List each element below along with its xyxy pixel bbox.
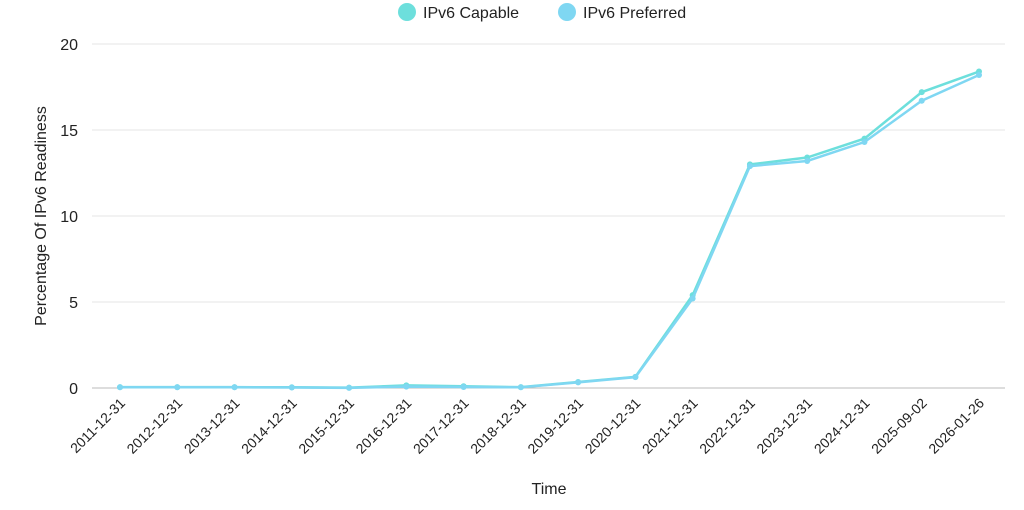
data-point[interactable] <box>231 384 238 391</box>
x-tick-label: 2022-12-31 <box>696 395 758 457</box>
series-lines <box>117 68 982 391</box>
legend-marker-icon <box>398 3 416 21</box>
x-axis-ticks: 2011-12-312012-12-312013-12-312014-12-31… <box>67 395 987 457</box>
data-point[interactable] <box>689 295 696 302</box>
y-tick-label: 5 <box>69 295 78 312</box>
x-tick-label: 2011-12-31 <box>67 395 128 456</box>
data-point[interactable] <box>517 384 524 391</box>
y-tick-label: 10 <box>60 209 78 226</box>
legend: IPv6 Capable IPv6 Preferred <box>398 3 686 22</box>
x-tick-label: 2026-01-26 <box>925 395 987 457</box>
x-tick-label: 2020-12-31 <box>582 395 644 457</box>
x-tick-label: 2015-12-31 <box>295 395 357 457</box>
y-axis-ticks: 0 5 10 15 20 <box>60 37 78 398</box>
y-tick-label: 20 <box>60 37 78 54</box>
series-ipv6-capable <box>117 68 982 391</box>
x-tick-label: 2018-12-31 <box>467 395 529 457</box>
x-tick-label: 2023-12-31 <box>753 395 815 457</box>
data-point[interactable] <box>918 89 925 96</box>
series-line <box>120 73 980 390</box>
data-point[interactable] <box>346 384 353 391</box>
data-point[interactable] <box>174 384 181 391</box>
x-tick-label: 2012-12-31 <box>123 395 185 457</box>
legend-label: IPv6 Preferred <box>583 5 686 22</box>
data-point[interactable] <box>746 163 753 170</box>
series-line <box>120 70 980 389</box>
grid <box>92 43 1005 389</box>
data-point[interactable] <box>976 71 982 78</box>
legend-label: IPv6 Capable <box>423 5 519 22</box>
x-tick-label: 2024-12-31 <box>811 395 873 457</box>
x-axis-label: Time <box>532 481 567 498</box>
x-tick-label: 2019-12-31 <box>524 395 586 457</box>
x-tick-label: 2016-12-31 <box>352 395 414 457</box>
legend-marker-icon <box>558 3 576 21</box>
data-point[interactable] <box>918 97 925 104</box>
legend-item[interactable]: IPv6 Capable <box>398 3 519 22</box>
data-point[interactable] <box>288 384 295 391</box>
y-tick-label: 0 <box>69 381 78 398</box>
series-ipv6-preferred <box>117 71 982 391</box>
data-point[interactable] <box>575 379 582 386</box>
data-point[interactable] <box>117 384 123 391</box>
x-tick-label: 2021-12-31 <box>639 395 701 457</box>
x-tick-label: 2014-12-31 <box>238 395 300 457</box>
data-point[interactable] <box>403 383 410 390</box>
data-point[interactable] <box>460 383 467 390</box>
x-tick-label: 2025-09-02 <box>868 395 930 457</box>
y-axis-label: Percentage Of IPv6 Readiness <box>33 106 50 326</box>
legend-item[interactable]: IPv6 Preferred <box>558 3 686 22</box>
data-point[interactable] <box>632 374 639 381</box>
y-tick-label: 15 <box>60 123 78 140</box>
x-tick-label: 2013-12-31 <box>181 395 243 457</box>
data-point[interactable] <box>804 157 811 164</box>
data-point[interactable] <box>861 139 868 146</box>
x-tick-label: 2017-12-31 <box>410 395 472 457</box>
